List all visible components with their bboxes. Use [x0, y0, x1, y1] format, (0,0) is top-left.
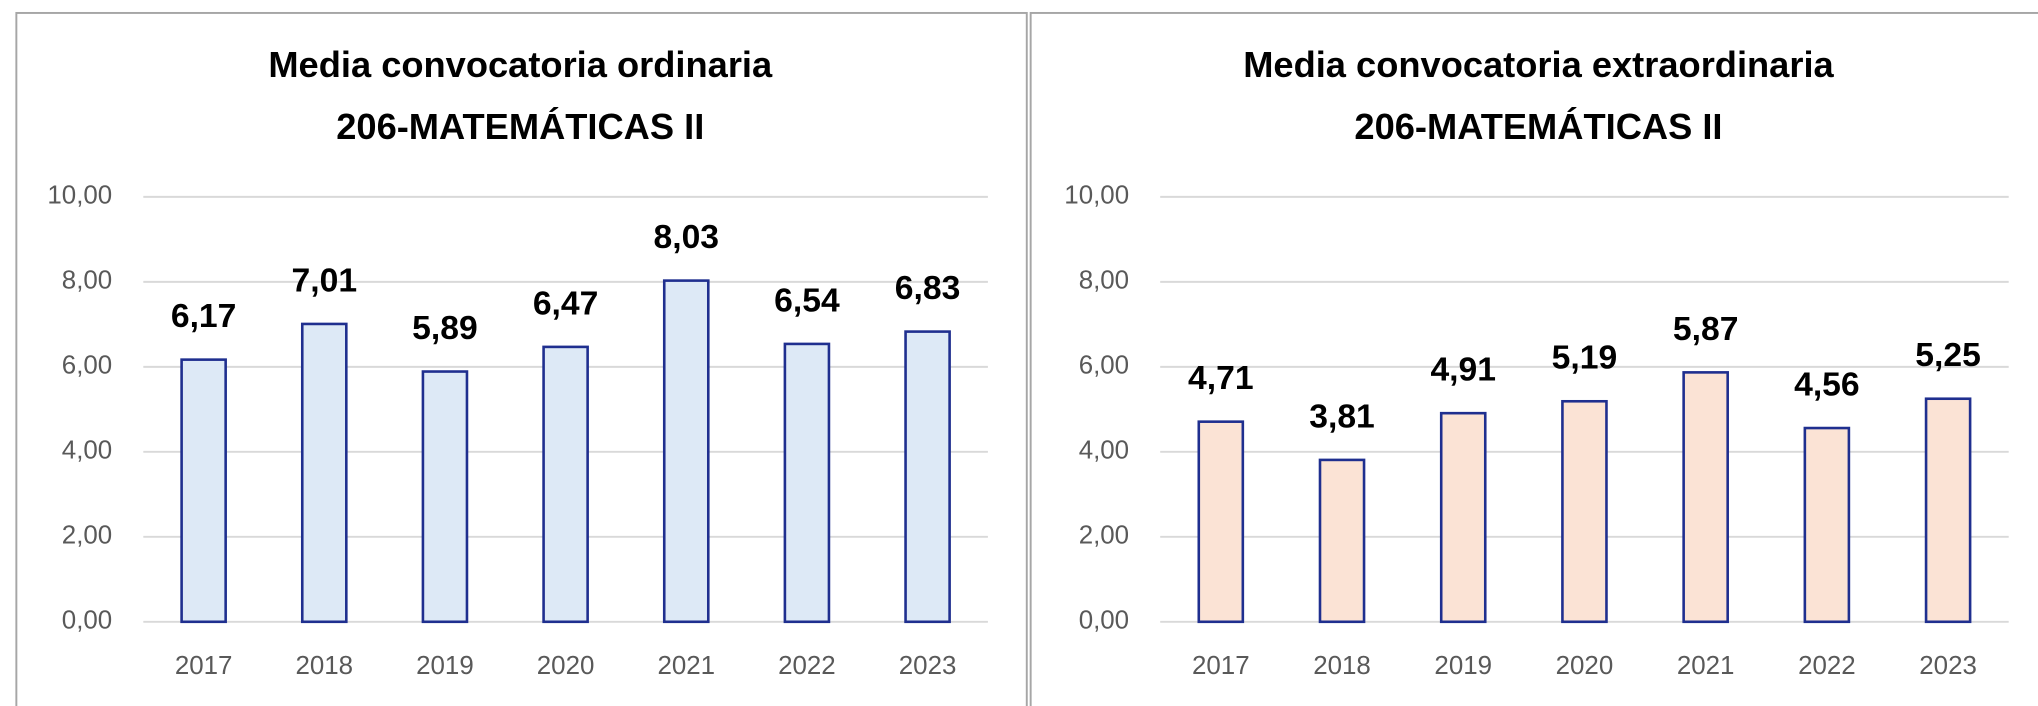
y-tick-label: 2,00 [1079, 522, 1129, 550]
y-tick-label: 8,00 [1079, 267, 1129, 295]
x-tick-label: 2021 [1677, 652, 1735, 680]
x-tick-label: 2021 [657, 652, 715, 680]
bar [421, 370, 469, 624]
value-label: 4,91 [1430, 352, 1496, 389]
bar [300, 322, 348, 624]
value-label: 6,47 [533, 285, 599, 322]
chart-title: Media convocatoria extraordinaria [1243, 44, 1834, 85]
y-tick-label: 8,00 [62, 267, 112, 295]
x-tick-label: 2020 [537, 652, 595, 680]
bar [1439, 411, 1487, 624]
bar [783, 342, 831, 624]
x-tick-label: 2023 [899, 652, 957, 680]
value-label: 7,01 [292, 262, 358, 299]
x-tick-label: 2020 [1556, 652, 1614, 680]
x-tick-label: 2018 [1313, 652, 1371, 680]
value-label: 5,25 [1915, 337, 1981, 374]
bar [662, 279, 710, 624]
value-label: 6,83 [895, 270, 961, 307]
y-tick-label: 4,00 [1079, 437, 1129, 465]
value-label: 5,19 [1552, 340, 1618, 377]
chart-subtitle: 206-MATEMÁTICAS II [1354, 106, 1722, 147]
bar [904, 330, 951, 624]
bar [1803, 426, 1851, 624]
x-tick-label: 2017 [1192, 652, 1250, 680]
y-tick-label: 0,00 [1079, 607, 1129, 635]
x-tick-label: 2019 [1434, 652, 1492, 680]
y-tick-label: 10,00 [1064, 182, 1129, 210]
x-tick-label: 2019 [416, 652, 474, 680]
value-label: 5,89 [412, 310, 478, 347]
bar [1682, 371, 1729, 624]
chart-title: Media convocatoria ordinaria [268, 44, 773, 85]
y-tick-label: 0,00 [62, 607, 112, 635]
y-tick-label: 6,00 [1079, 352, 1129, 380]
y-tick-label: 2,00 [62, 522, 112, 550]
bar [542, 345, 589, 624]
bar [1561, 399, 1608, 624]
chart-subtitle: 206-MATEMÁTICAS II [336, 106, 704, 147]
value-label: 6,17 [171, 298, 237, 335]
y-tick-label: 6,00 [62, 352, 112, 380]
value-label: 6,54 [774, 282, 840, 319]
value-label: 8,03 [653, 219, 719, 256]
y-tick-label: 10,00 [47, 182, 112, 210]
x-tick-label: 2022 [778, 652, 836, 680]
y-tick-label: 4,00 [62, 437, 112, 465]
bar [180, 358, 227, 624]
value-label: 3,81 [1309, 398, 1375, 435]
x-tick-label: 2017 [175, 652, 233, 680]
value-label: 4,71 [1188, 360, 1254, 397]
value-label: 5,87 [1673, 311, 1739, 348]
x-tick-label: 2018 [295, 652, 353, 680]
x-tick-label: 2022 [1798, 652, 1856, 680]
bar [1318, 458, 1366, 624]
bar [1924, 397, 1972, 624]
value-label: 4,56 [1794, 366, 1860, 403]
x-tick-label: 2023 [1919, 652, 1977, 680]
bar [1197, 420, 1245, 624]
